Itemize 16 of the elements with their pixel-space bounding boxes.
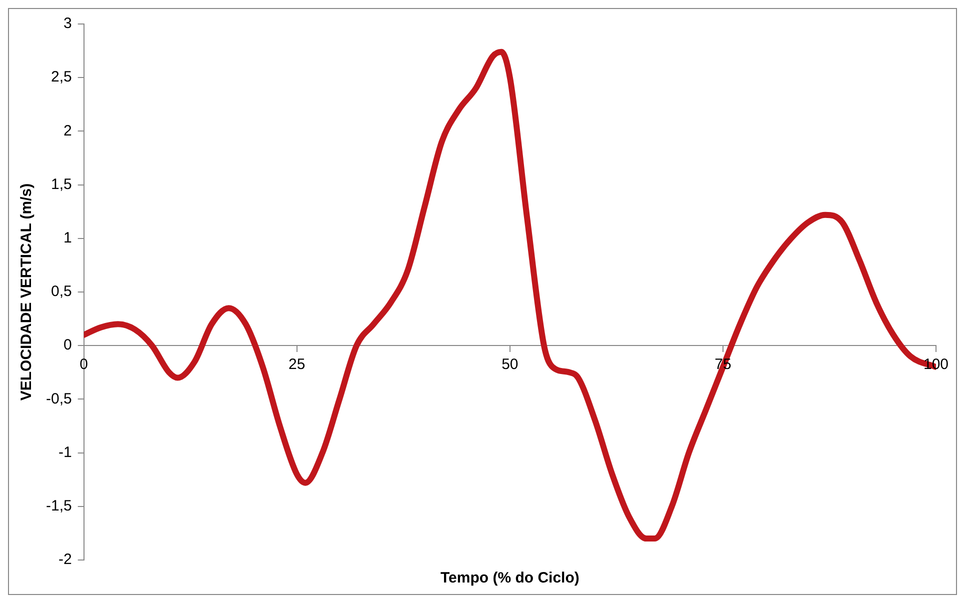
x-axis-title: Tempo (% do Ciclo) [440,570,580,587]
x-tick-label: 0 [80,356,88,374]
y-tick-label: 3 [64,15,72,32]
y-axis-title: VELOCIDADE VERTICAL (m/s) [18,183,36,401]
y-tick-label: -1,5 [46,498,72,515]
y-tick-label: 1 [64,230,72,247]
x-tick-label: 25 [288,356,306,374]
y-tick-label: 0,5 [50,283,72,300]
y-tick-label: 2 [64,122,72,140]
y-tick-label: 1,5 [50,176,72,193]
y-tick-label: 0 [64,336,72,354]
x-tick-label: 50 [502,356,518,374]
y-tick-label: -2 [58,551,72,568]
y-tick-label: -0,5 [46,390,72,408]
y-tick-label: -1 [58,444,72,461]
y-tick-label: 2,5 [50,68,72,86]
